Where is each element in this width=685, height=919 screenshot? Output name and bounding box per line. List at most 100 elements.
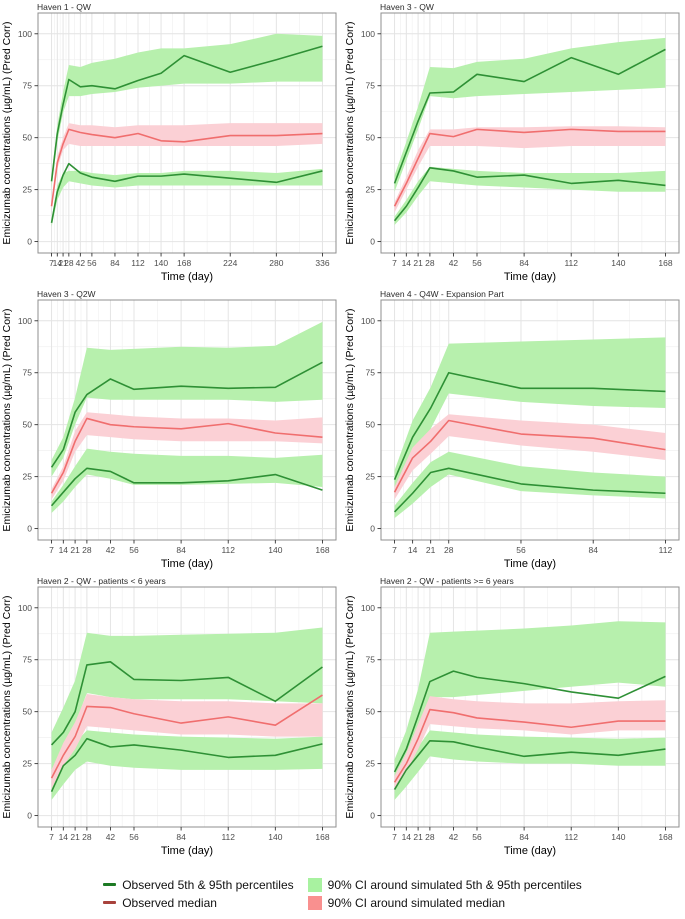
svg-text:14: 14 <box>59 832 69 842</box>
svg-text:21: 21 <box>70 832 80 842</box>
chart-panel-haven2-qw-under6: Haven 2 - QW - patients < 6 years 0 25 50 7… <box>0 574 342 861</box>
svg-text:7: 7 <box>392 258 397 268</box>
svg-text:50: 50 <box>366 707 376 717</box>
svg-text:21: 21 <box>70 545 80 555</box>
svg-text:28: 28 <box>425 258 435 268</box>
svg-text:56: 56 <box>516 545 526 555</box>
legend-label: 90% CI around simulated median <box>327 895 506 910</box>
panel-title: Haven 2 - QW - patients < 6 years <box>37 576 166 586</box>
svg-text:140: 140 <box>268 545 282 555</box>
svg-text:56: 56 <box>472 258 482 268</box>
svg-text:50: 50 <box>23 420 33 430</box>
svg-text:0: 0 <box>370 811 375 821</box>
legend-label: Observed 5th & 95th percentiles <box>122 877 294 892</box>
pink-fill-swatch-icon <box>307 895 322 910</box>
svg-text:Emicizumab concentrations (µg/: Emicizumab concentrations (µg/mL) (Pred … <box>1 595 13 818</box>
svg-text:Emicizumab concentrations (µg/: Emicizumab concentrations (µg/mL) (Pred … <box>344 308 356 531</box>
svg-text:25: 25 <box>366 759 376 769</box>
svg-text:168: 168 <box>658 832 672 842</box>
svg-text:7: 7 <box>49 832 54 842</box>
legend-label: 90% CI around simulated 5th & 95th perce… <box>327 877 582 892</box>
svg-text:50: 50 <box>23 707 33 717</box>
svg-text:56: 56 <box>472 832 482 842</box>
legend-simulated-column: 90% CI around simulated 5th & 95th perce… <box>307 877 582 910</box>
svg-text:336: 336 <box>315 258 329 268</box>
svg-text:100: 100 <box>361 603 375 613</box>
svg-text:0: 0 <box>27 524 32 534</box>
panel-title: Haven 1 - QW <box>37 2 91 12</box>
svg-text:28: 28 <box>82 832 92 842</box>
svg-text:25: 25 <box>366 185 376 195</box>
svg-text:14: 14 <box>53 258 63 268</box>
chart-plot-area: 0 25 50 75 100 7 14 21 28 42 56 84 112 140 168 Time (da… <box>344 12 680 283</box>
chart-legend: Observed 5th & 95th percentiles Observed… <box>0 861 685 919</box>
svg-text:168: 168 <box>658 258 672 268</box>
svg-text:0: 0 <box>27 811 32 821</box>
svg-text:50: 50 <box>366 133 376 143</box>
svg-text:21: 21 <box>413 258 423 268</box>
svg-text:7: 7 <box>392 545 397 555</box>
svg-text:100: 100 <box>18 316 32 326</box>
svg-text:112: 112 <box>659 545 673 555</box>
legend-label: Observed median <box>122 895 217 910</box>
svg-text:28: 28 <box>82 545 92 555</box>
svg-text:112: 112 <box>221 832 235 842</box>
svg-text:0: 0 <box>370 524 375 534</box>
legend-item-simulated-percentiles-ci: 90% CI around simulated 5th & 95th perce… <box>307 877 582 892</box>
svg-text:42: 42 <box>449 832 459 842</box>
svg-text:224: 224 <box>223 258 237 268</box>
svg-text:112: 112 <box>221 545 235 555</box>
svg-text:50: 50 <box>366 420 376 430</box>
svg-text:21: 21 <box>426 545 436 555</box>
svg-text:28: 28 <box>444 545 454 555</box>
svg-text:50: 50 <box>23 133 33 143</box>
svg-text:7: 7 <box>392 832 397 842</box>
chart-plot-area: 0 25 50 75 100 7 14 21 28 42 56 84 112 140 168 Time (da… <box>1 586 337 857</box>
chart-panel-haven4-q4w: Haven 4 - Q4W - Expansion Part 0 25 50 75 10… <box>343 287 685 574</box>
svg-text:100: 100 <box>361 29 375 39</box>
svg-text:25: 25 <box>23 472 33 482</box>
svg-text:21: 21 <box>413 832 423 842</box>
svg-text:0: 0 <box>370 237 375 247</box>
svg-text:28: 28 <box>425 832 435 842</box>
svg-text:168: 168 <box>315 832 329 842</box>
svg-text:Time (day): Time (day) <box>504 558 556 570</box>
svg-text:42: 42 <box>106 545 116 555</box>
svg-text:14: 14 <box>59 545 69 555</box>
svg-text:Time (day): Time (day) <box>161 271 213 283</box>
chart-panel-grid: Haven 1 - QW 0 25 50 75 100 7 14 21 28 42 56 84 112 1… <box>0 0 685 861</box>
svg-text:56: 56 <box>129 832 139 842</box>
svg-text:Emicizumab concentrations (µg/: Emicizumab concentrations (µg/mL) (Pred … <box>1 21 13 244</box>
svg-text:112: 112 <box>564 258 578 268</box>
legend-item-simulated-median-ci: 90% CI around simulated median <box>307 895 582 910</box>
svg-text:100: 100 <box>18 29 32 39</box>
legend-item-observed-percentiles: Observed 5th & 95th percentiles <box>103 877 294 892</box>
svg-text:7: 7 <box>49 545 54 555</box>
chart-panel-haven3-qw: Haven 3 - QW 0 25 50 75 100 7 14 21 28 42 56 84 112 1… <box>343 0 685 287</box>
chart-panel-haven1-qw: Haven 1 - QW 0 25 50 75 100 7 14 21 28 42 56 84 112 1… <box>0 0 342 287</box>
svg-text:140: 140 <box>268 832 282 842</box>
svg-text:75: 75 <box>23 81 33 91</box>
svg-text:28: 28 <box>64 258 74 268</box>
panel-title: Haven 4 - Q4W - Expansion Part <box>380 289 504 299</box>
svg-text:Time (day): Time (day) <box>161 845 213 857</box>
svg-text:56: 56 <box>129 545 139 555</box>
svg-text:84: 84 <box>110 258 120 268</box>
svg-text:112: 112 <box>564 832 578 842</box>
panel-title: Haven 2 - QW - patients >= 6 years <box>380 576 514 586</box>
svg-text:Time (day): Time (day) <box>161 558 213 570</box>
svg-text:75: 75 <box>366 368 376 378</box>
svg-text:75: 75 <box>23 368 33 378</box>
svg-text:25: 25 <box>366 472 376 482</box>
svg-text:140: 140 <box>154 258 168 268</box>
svg-text:42: 42 <box>106 832 116 842</box>
svg-text:Emicizumab concentrations (µg/: Emicizumab concentrations (µg/mL) (Pred … <box>344 21 356 244</box>
svg-text:Time (day): Time (day) <box>504 271 556 283</box>
svg-text:25: 25 <box>23 759 33 769</box>
chart-panel-haven3-q2w: Haven 3 - Q2W 0 25 50 75 100 7 14 21 28 42 56 84 112… <box>0 287 342 574</box>
svg-text:140: 140 <box>611 258 625 268</box>
svg-text:25: 25 <box>23 185 33 195</box>
legend-item-observed-median: Observed median <box>103 895 293 910</box>
